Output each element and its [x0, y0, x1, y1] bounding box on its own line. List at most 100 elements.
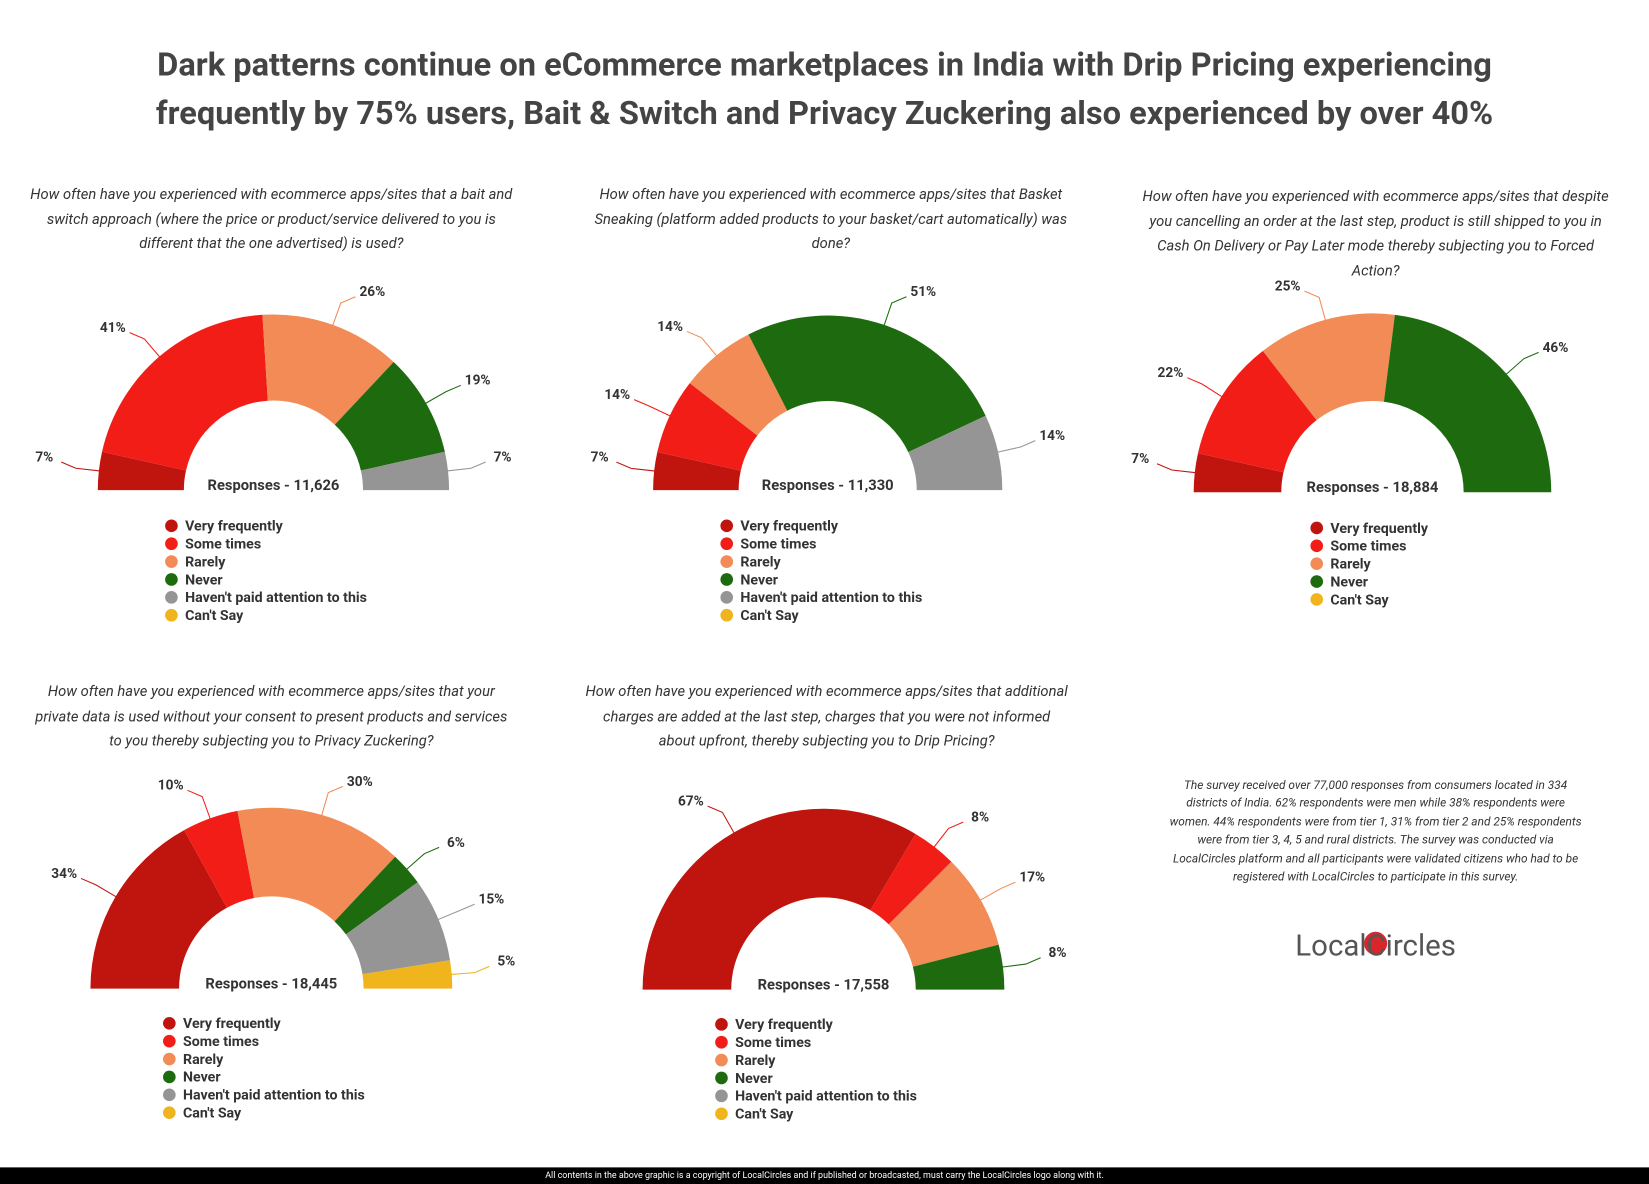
- slice: [653, 452, 741, 491]
- legend-swatch: [1310, 575, 1324, 588]
- legend-label: Some times: [735, 1035, 811, 1051]
- legend-label: Rarely: [740, 554, 781, 570]
- data-label: 30%: [347, 774, 373, 790]
- legend-swatch: [715, 1053, 728, 1067]
- legend-label: Very frequently: [740, 519, 839, 535]
- legend-label: Some times: [1330, 539, 1406, 555]
- legend-label: Haven't paid attention to this: [740, 590, 922, 606]
- legend-label: Haven't paid attention to this: [735, 1089, 917, 1105]
- legend-swatch: [165, 591, 178, 604]
- legend-label: Some times: [183, 1034, 259, 1050]
- legend-label: Some times: [185, 537, 261, 553]
- slice: [102, 314, 268, 471]
- leader-line: [423, 384, 462, 405]
- leader-line: [1187, 377, 1224, 398]
- legend-swatch: [715, 1089, 728, 1103]
- slice: [689, 334, 788, 436]
- data-label: 8%: [971, 810, 989, 826]
- leader-line: [633, 399, 672, 418]
- leader-line: [187, 789, 212, 821]
- logo: LocalCircles: [1295, 929, 1456, 963]
- slice: [870, 833, 952, 925]
- legend-label: Can't Say: [185, 608, 244, 624]
- data-label: 19%: [465, 373, 491, 389]
- legend-swatch: [720, 519, 734, 533]
- legend-swatch: [165, 608, 178, 622]
- title-line: frequently by 75% users, Bait & Switch a…: [155, 93, 1494, 133]
- responses-label: Responses - 11,330: [762, 476, 894, 494]
- data-label: 22%: [1158, 365, 1184, 381]
- legend-label: Haven't paid attention to this: [183, 1088, 365, 1104]
- slice: [888, 861, 999, 967]
- legend-swatch: [163, 1088, 176, 1102]
- legend-label: Never: [1330, 574, 1368, 590]
- data-label: 6%: [447, 835, 465, 851]
- slice: [90, 830, 227, 989]
- data-label: 41%: [100, 320, 126, 336]
- data-label: 14%: [604, 387, 630, 403]
- legend-label: Can't Say: [183, 1106, 242, 1122]
- legend-label: Haven't paid attention to this: [185, 590, 367, 606]
- leader-line: [449, 965, 490, 976]
- leader-line: [320, 785, 344, 818]
- legend-swatch: [1310, 557, 1324, 571]
- legend-label: Never: [183, 1070, 221, 1086]
- data-label: 46%: [1543, 340, 1569, 356]
- data-label: 15%: [479, 892, 505, 908]
- legend-swatch: [720, 555, 734, 568]
- legend-swatch: [163, 1052, 176, 1066]
- legend-label: Some times: [740, 537, 816, 553]
- legend-swatch: [720, 608, 734, 622]
- slice: [912, 944, 1005, 990]
- legend-swatch: [163, 1034, 176, 1048]
- legend-swatch: [163, 1016, 176, 1030]
- leader-line: [978, 881, 1016, 902]
- slice: [657, 383, 758, 471]
- legend-swatch: [165, 573, 178, 586]
- legend-swatch: [1310, 539, 1324, 553]
- data-label: 5%: [497, 954, 515, 970]
- leader-line: [1156, 463, 1197, 474]
- slice: [362, 960, 453, 989]
- leader-line: [707, 805, 736, 835]
- leader-line: [129, 332, 162, 359]
- legend-label: Rarely: [185, 554, 226, 570]
- legend-label: Very frequently: [1330, 521, 1429, 537]
- legend-swatch: [163, 1106, 176, 1120]
- legend-label: Very frequently: [183, 1016, 282, 1032]
- data-label: 17%: [1019, 870, 1045, 886]
- leader-line: [80, 877, 118, 899]
- slice: [360, 451, 450, 491]
- leader-line: [616, 461, 657, 472]
- responses-label: Responses - 18,884: [1307, 478, 1439, 496]
- legend-swatch: [1310, 521, 1324, 535]
- data-label: 10%: [158, 778, 184, 794]
- slice: [908, 415, 1003, 491]
- data-label: 25%: [1275, 279, 1301, 295]
- legend-swatch: [165, 555, 178, 568]
- logo-text: LocalCircles: [1295, 929, 1456, 963]
- leader-line: [883, 296, 907, 328]
- leader-line: [1000, 957, 1041, 968]
- data-label: 7%: [1131, 451, 1149, 467]
- legend-swatch: [163, 1070, 176, 1084]
- legend-swatch: [715, 1035, 728, 1049]
- slice: [97, 451, 187, 491]
- responses-label: Responses - 17,558: [758, 975, 890, 993]
- legend-label: Rarely: [1330, 557, 1371, 573]
- legend-swatch: [715, 1018, 728, 1031]
- legend-swatch: [720, 591, 734, 604]
- legend-label: Very frequently: [735, 1017, 834, 1033]
- data-label: 67%: [678, 794, 704, 810]
- slice: [334, 856, 418, 935]
- legend-label: Never: [740, 572, 778, 588]
- slice: [1193, 453, 1284, 493]
- slice: [642, 808, 916, 990]
- question: How often have you experienced with ecom…: [30, 186, 513, 253]
- logo-pin: [1364, 931, 1388, 955]
- data-label: 7%: [35, 449, 53, 465]
- leader-line: [932, 821, 964, 849]
- question: How often have you experienced with ecom…: [585, 683, 1068, 750]
